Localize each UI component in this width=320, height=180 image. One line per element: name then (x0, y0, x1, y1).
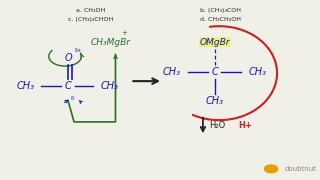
Text: CH₃: CH₃ (249, 67, 267, 77)
Text: δ⁻: δ⁻ (71, 96, 77, 101)
Text: H+: H+ (238, 121, 252, 130)
Text: CH₃: CH₃ (163, 67, 181, 77)
Text: +: + (122, 30, 127, 36)
Circle shape (265, 165, 278, 173)
Text: d: d (268, 164, 274, 173)
Text: d. CH₃CH₂OH: d. CH₃CH₂OH (200, 17, 241, 22)
Text: CH₃: CH₃ (100, 82, 119, 91)
Text: b. (CH₃)₃COH: b. (CH₃)₃COH (200, 8, 241, 14)
Text: C: C (65, 82, 71, 91)
Text: a. CH₃OH: a. CH₃OH (76, 8, 105, 14)
Text: O: O (64, 53, 72, 63)
Text: CH₃: CH₃ (206, 96, 224, 106)
Text: H₂O: H₂O (209, 121, 225, 130)
Text: δ+: δ+ (75, 48, 82, 53)
Text: c. (CH₃)₂CHOH: c. (CH₃)₂CHOH (68, 17, 113, 22)
Text: OMgBr: OMgBr (200, 38, 230, 47)
Text: CH₃: CH₃ (16, 82, 34, 91)
Text: C: C (212, 67, 218, 77)
Text: doubtnut: doubtnut (284, 166, 316, 172)
Text: CH₃MgBr: CH₃MgBr (91, 38, 131, 47)
